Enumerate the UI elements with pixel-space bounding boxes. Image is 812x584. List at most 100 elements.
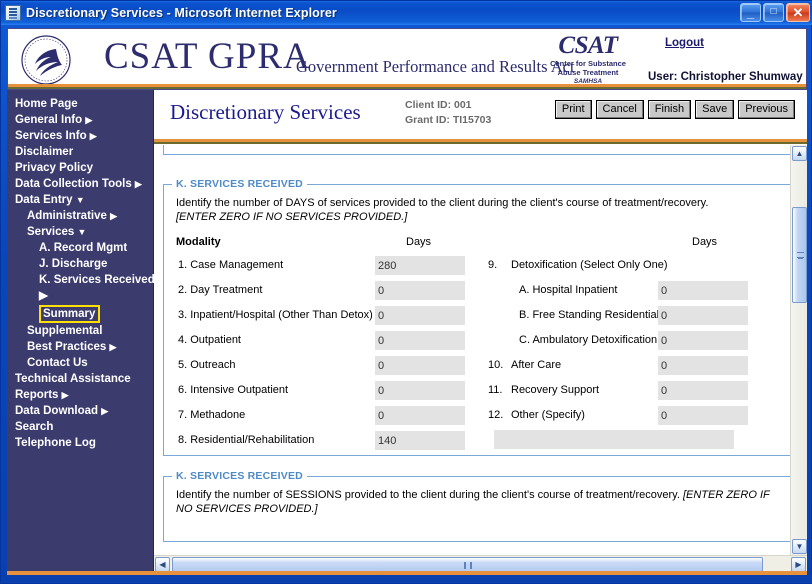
sidebar-item-privacy-policy[interactable]: Privacy Policy: [7, 160, 153, 176]
services-received-days-fieldset: K. SERVICES RECEIVED Identify the number…: [163, 178, 791, 456]
sidebar-item-services-info[interactable]: Services Info ▶: [7, 128, 153, 144]
page-header: Discretionary Services Client ID: 001 Gr…: [154, 90, 807, 138]
sidebar-item-label: Telephone Log: [15, 437, 96, 449]
brand-title: CSAT GPRA: [104, 36, 311, 77]
header-olive-rule: [154, 142, 807, 144]
sidebar-item-contact-us[interactable]: Contact Us: [7, 355, 153, 371]
sidebar-item-arrow[interactable]: ▶: [7, 288, 153, 304]
site-banner: CSAT GPRA Government Performance and Res…: [7, 28, 807, 90]
hscroll-thumb-grip-icon: [463, 562, 472, 569]
sidebar-item-home-page[interactable]: Home Page: [7, 96, 153, 112]
detox-days-input[interactable]: [658, 406, 748, 425]
csat-line2: Abuse Treatment: [557, 68, 619, 77]
chevron-right-icon: ▶: [110, 211, 118, 221]
sidebar-item-label: Best Practices: [27, 341, 107, 353]
sidebar-item-administrative[interactable]: Administrative ▶: [7, 208, 153, 224]
services-received-sessions-fieldset: K. SERVICES RECEIVED Identify the number…: [163, 470, 791, 542]
detox-days-input[interactable]: [658, 356, 748, 375]
modality-days-input[interactable]: [375, 256, 465, 275]
detox-days-input[interactable]: [658, 331, 748, 350]
banner-orange-rule: [8, 84, 806, 87]
sidebar-item-label: Reports: [15, 389, 59, 401]
sidebar-item-technical-assistance[interactable]: Technical Assistance: [7, 371, 153, 387]
detox-row-number: 10.: [488, 359, 504, 371]
sidebar-item-data-entry[interactable]: Data Entry ▼: [7, 192, 153, 208]
sidebar-item-label: Administrative: [27, 210, 107, 222]
modality-days-input[interactable]: [375, 331, 465, 350]
sidebar-item-label: A. Record Mgmt: [39, 242, 128, 254]
sidebar-item-services[interactable]: Services ▼: [7, 224, 153, 240]
sidebar-item-general-info[interactable]: General Info ▶: [7, 112, 153, 128]
print-button[interactable]: Print: [554, 100, 592, 119]
sidebar-item-label: K. Services Received: [39, 274, 155, 286]
sessions-instruction-note: [ENTER ZERO IF NO SERVICES PROVIDED.]: [176, 489, 770, 515]
sidebar-item-k-services-received[interactable]: K. Services Received: [7, 272, 155, 288]
sidebar-item-summary[interactable]: Summary: [39, 305, 101, 323]
modality-row-label: 1. Case Management: [178, 259, 284, 271]
sidebar-item-label: Contact Us: [27, 357, 88, 369]
maximize-button[interactable]: □: [763, 3, 784, 22]
minimize-button[interactable]: _: [740, 3, 761, 22]
horizontal-scroll-thumb[interactable]: [172, 557, 763, 572]
sidebar-nav: Home Page General Info ▶ Services Info ▶ Di…: [7, 90, 155, 573]
sidebar-item-j-discharge[interactable]: J. Discharge: [7, 256, 153, 272]
sessions-section-instructions: Identify the number of SESSIONS provided…: [164, 482, 790, 516]
finish-button[interactable]: Finish: [647, 100, 692, 119]
detox-days-input[interactable]: [658, 281, 748, 300]
scroll-up-button[interactable]: ▲: [792, 146, 807, 161]
page-action-buttons: Print Cancel Finish Save Previous: [554, 100, 795, 119]
detox-row-label: A. Hospital Inpatient: [519, 284, 618, 296]
minimize-icon: _: [746, 5, 755, 20]
previous-button[interactable]: Previous: [738, 100, 795, 119]
sidebar-item-telephone-log[interactable]: Telephone Log: [7, 435, 153, 451]
vertical-scroll-thumb[interactable]: [792, 207, 807, 303]
cancel-button[interactable]: Cancel: [595, 100, 644, 119]
days-section-instructions: Identify the number of DAYS of services …: [164, 190, 790, 224]
detox-days-input[interactable]: [658, 306, 748, 325]
sidebar-item-label: Supplemental: [27, 325, 103, 337]
sidebar-item-reports[interactable]: Reports ▶: [7, 387, 153, 403]
close-button[interactable]: ✕: [786, 3, 810, 22]
sidebar-item-data-collection-tools[interactable]: Data Collection Tools ▶: [7, 176, 153, 192]
detox-row-label: Recovery Support: [511, 384, 600, 396]
page-favicon-icon: [5, 5, 21, 21]
scroll-left-button[interactable]: ◀: [155, 557, 170, 572]
column-header-modality: Modality: [176, 236, 221, 248]
modality-days-input[interactable]: [375, 306, 465, 325]
grant-id-label: Grant ID: TI15703: [405, 114, 492, 126]
sidebar-item-label: ▶: [39, 290, 48, 302]
modality-days-input[interactable]: [375, 281, 465, 300]
modality-days-input[interactable]: [375, 356, 465, 375]
days-section-legend: K. SERVICES RECEIVED: [176, 178, 303, 190]
sidebar-item-label: Privacy Policy: [15, 162, 93, 174]
scroll-down-button[interactable]: ▼: [792, 539, 807, 554]
sidebar-item-supplemental[interactable]: Supplemental: [7, 323, 153, 339]
record-ids: Client ID: 001 Grant ID: TI15703: [405, 98, 491, 128]
sidebar-item-best-practices[interactable]: Best Practices ▶: [7, 339, 153, 355]
save-button[interactable]: Save: [695, 100, 735, 119]
modality-row-label: 5. Outreach: [178, 359, 236, 371]
sidebar-item-search[interactable]: Search: [7, 419, 153, 435]
sidebar-item-label: Data Entry: [15, 194, 73, 206]
days-instruction-note: [ENTER ZERO IF NO SERVICES PROVIDED.]: [176, 211, 408, 223]
detox-row-label: B. Free Standing Residential: [519, 309, 660, 321]
modality-days-input[interactable]: [375, 406, 465, 425]
modality-days-input[interactable]: [375, 431, 465, 450]
sidebar-item-data-download[interactable]: Data Download ▶: [7, 403, 153, 419]
detox-row-number: 9.: [488, 259, 498, 271]
modality-days-input[interactable]: [375, 381, 465, 400]
sidebar-item-a-record-mgmt[interactable]: A. Record Mgmt: [7, 240, 153, 256]
header-orange-rule: [154, 139, 807, 142]
detox-days-input[interactable]: [658, 381, 748, 400]
logout-link[interactable]: Logout: [665, 37, 704, 49]
sidebar-item-label: Home Page: [15, 98, 78, 110]
vertical-scrollbar[interactable]: ▲ ▼: [790, 145, 807, 555]
other-specify-input[interactable]: [494, 430, 734, 449]
scroll-right-button[interactable]: ▶: [791, 557, 806, 572]
client-id-label: Client ID: 001: [405, 99, 472, 111]
window-bottom-edge: [1, 575, 812, 583]
footer-orange-rule: [7, 571, 807, 575]
sidebar-item-disclaimer[interactable]: Disclaimer: [7, 144, 153, 160]
csat-line1: Center for Substance: [550, 59, 626, 68]
